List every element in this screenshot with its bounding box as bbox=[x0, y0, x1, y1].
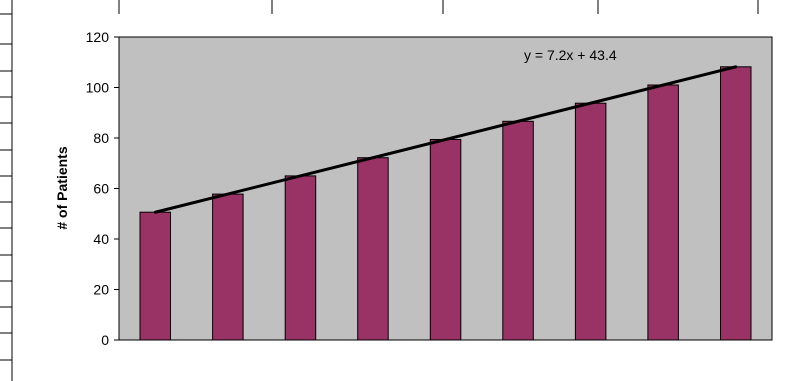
y-tick-label: 120 bbox=[86, 29, 110, 45]
y-tick-label: 80 bbox=[93, 130, 109, 146]
y-axis: 0 20 40 60 80 100 120 bbox=[86, 29, 119, 348]
table-grid-lines bbox=[0, 0, 759, 381]
bar bbox=[502, 120, 534, 341]
bar bbox=[574, 102, 607, 341]
bar bbox=[429, 139, 462, 341]
bar bbox=[647, 84, 679, 341]
bar bbox=[139, 211, 171, 341]
y-tick-label: 20 bbox=[93, 282, 109, 298]
trendline bbox=[153, 65, 738, 214]
bar bbox=[357, 157, 389, 341]
y-tick-label: 100 bbox=[86, 80, 110, 96]
y-tick-label: 0 bbox=[101, 332, 109, 348]
bar bbox=[212, 193, 244, 341]
y-axis-label: # of Patients bbox=[54, 146, 70, 229]
bar-series bbox=[139, 66, 752, 341]
y-tick-label: 60 bbox=[93, 181, 109, 197]
y-tick-label: 40 bbox=[93, 231, 109, 247]
bar bbox=[720, 66, 752, 341]
bar bbox=[284, 175, 317, 341]
trendline-equation: y = 7.2x + 43.4 bbox=[524, 47, 617, 63]
